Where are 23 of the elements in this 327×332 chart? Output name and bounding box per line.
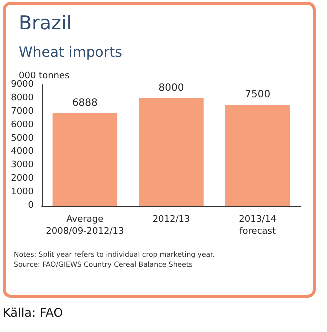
y-tick-label: 7000 — [11, 106, 34, 117]
y-tick-label: 2000 — [11, 174, 34, 184]
bar — [52, 113, 118, 206]
bar — [225, 105, 290, 206]
bar — [139, 98, 204, 206]
x-tick-label: 2013/14 forecast — [239, 215, 277, 237]
x-tick-label: Average 2008/09-2012/13 — [46, 215, 124, 237]
x-tick-label: 2012/13 — [152, 215, 190, 225]
chart-title: Brazil — [19, 12, 72, 34]
y-tick-label: 6000 — [11, 120, 34, 130]
y-axis-title: 000 tonnes — [19, 72, 70, 82]
chart-subtitle: Wheat imports — [19, 45, 122, 61]
text: Källa: FAO — [3, 306, 64, 320]
y-tick-label: 8000 — [11, 93, 34, 104]
data-label: 6888 — [72, 98, 98, 109]
data-label: 7500 — [245, 90, 271, 101]
data-label: 8000 — [158, 82, 184, 94]
y-tick-label: 5000 — [11, 134, 34, 144]
y-tick-label: 0 — [28, 201, 34, 211]
y-tick-label: 9000 — [11, 80, 34, 90]
y-tick-label: 1000 — [11, 188, 34, 198]
y-tick-label: 4000 — [11, 147, 34, 158]
y-tick-label: 3000 — [11, 160, 34, 171]
